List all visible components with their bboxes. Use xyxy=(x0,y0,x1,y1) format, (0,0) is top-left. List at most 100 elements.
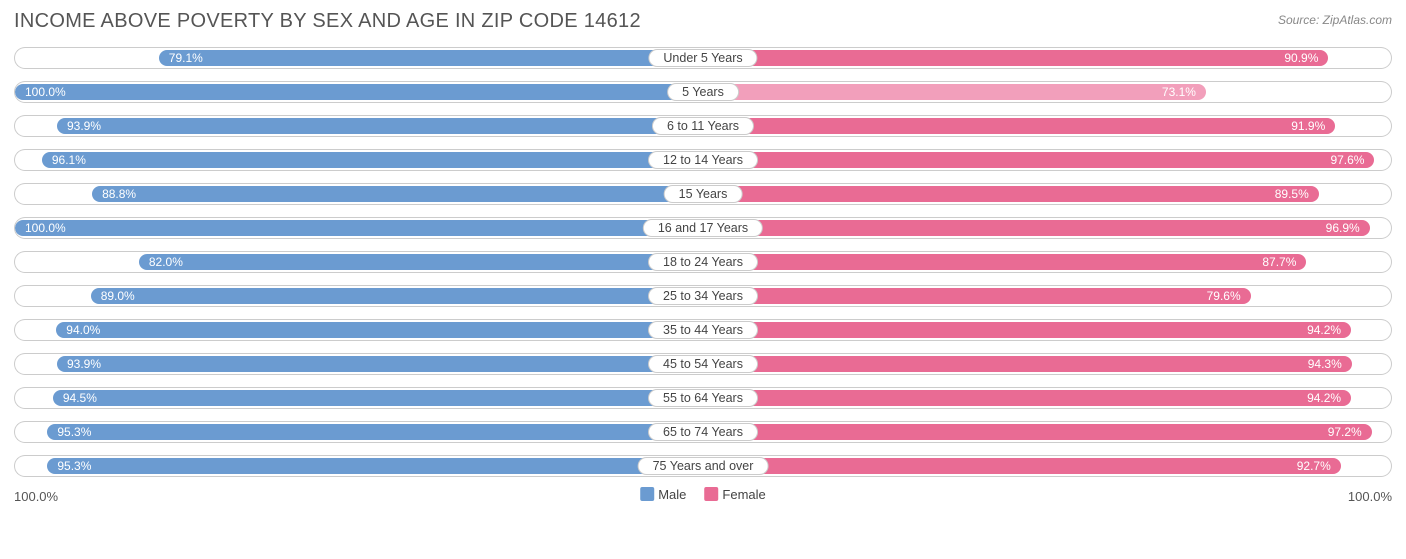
male-track: 100.0% xyxy=(14,81,703,103)
male-pct-label: 100.0% xyxy=(17,221,74,235)
legend-female-swatch xyxy=(704,487,718,501)
female-bar: 96.9% xyxy=(703,220,1370,236)
legend-male-label: Male xyxy=(658,487,686,502)
category-label: Under 5 Years xyxy=(648,49,757,67)
female-pct-label: 90.9% xyxy=(1276,51,1326,65)
male-pct-label: 100.0% xyxy=(17,85,74,99)
female-track: 94.3% xyxy=(703,353,1392,375)
female-bar: 89.5% xyxy=(703,186,1319,202)
male-pct-label: 88.8% xyxy=(94,187,144,201)
female-bar: 94.2% xyxy=(703,390,1351,406)
male-bar: 82.0% xyxy=(139,254,703,270)
male-bar: 96.1% xyxy=(42,152,703,168)
chart-row: 95.3% 92.7%75 Years and over xyxy=(14,451,1392,481)
female-bar: 97.2% xyxy=(703,424,1372,440)
diverging-bar-chart: 79.1% 90.9% Under 5 Years 100.0% 73.1%5 Year… xyxy=(14,43,1392,481)
chart-row: 94.5% 94.2% 55 to 64 Years xyxy=(14,383,1392,413)
male-track: 94.5% xyxy=(14,387,703,409)
female-bar: 94.2% xyxy=(703,322,1351,338)
category-label: 45 to 54 Years xyxy=(648,355,758,373)
chart-title: INCOME ABOVE POVERTY BY SEX AND AGE IN Z… xyxy=(14,10,641,33)
chart-footer: 100.0% Male Female 100.0% xyxy=(14,485,1392,509)
chart-row: 89.0% 79.6%25 to 34 Years xyxy=(14,281,1392,311)
category-label: 65 to 74 Years xyxy=(648,423,758,441)
male-track: 89.0% xyxy=(14,285,703,307)
male-pct-label: 95.3% xyxy=(49,459,99,473)
female-pct-label: 94.2% xyxy=(1299,391,1349,405)
female-pct-label: 97.6% xyxy=(1322,153,1372,167)
category-label: 5 Years xyxy=(667,83,739,101)
female-track: 97.2% xyxy=(703,421,1392,443)
female-track: 73.1% xyxy=(703,81,1392,103)
male-bar: 94.0% xyxy=(56,322,703,338)
male-pct-label: 93.9% xyxy=(59,119,109,133)
chart-row: 93.9% 91.9% 6 to 11 Years xyxy=(14,111,1392,141)
female-pct-label: 87.7% xyxy=(1254,255,1304,269)
chart-row: 100.0% 96.9% 16 and 17 Years xyxy=(14,213,1392,243)
female-pct-label: 97.2% xyxy=(1320,425,1370,439)
male-pct-label: 89.0% xyxy=(93,289,143,303)
female-track: 87.7% xyxy=(703,251,1392,273)
female-pct-label: 94.2% xyxy=(1299,323,1349,337)
female-pct-label: 89.5% xyxy=(1267,187,1317,201)
category-label: 15 Years xyxy=(664,185,743,203)
female-track: 97.6% xyxy=(703,149,1392,171)
male-pct-label: 94.0% xyxy=(58,323,108,337)
female-pct-label: 96.9% xyxy=(1318,221,1368,235)
category-label: 25 to 34 Years xyxy=(648,287,758,305)
chart-row: 88.8% 89.5% 15 Years xyxy=(14,179,1392,209)
female-track: 79.6% xyxy=(703,285,1392,307)
chart-row: 82.0%87.7%18 to 24 Years xyxy=(14,247,1392,277)
axis-right-label: 100.0% xyxy=(1348,489,1392,504)
male-bar: 89.0% xyxy=(91,288,703,304)
male-bar: 79.1% xyxy=(159,50,703,66)
female-bar: 87.7% xyxy=(703,254,1306,270)
legend-female-label: Female xyxy=(722,487,765,502)
male-bar: 88.8% xyxy=(92,186,703,202)
male-pct-label: 93.9% xyxy=(59,357,109,371)
category-label: 75 Years and over xyxy=(638,457,769,475)
female-pct-label: 91.9% xyxy=(1283,119,1333,133)
male-track: 94.0% xyxy=(14,319,703,341)
male-bar: 93.9% xyxy=(57,356,703,372)
male-track: 95.3% xyxy=(14,421,703,443)
male-pct-label: 95.3% xyxy=(49,425,99,439)
male-track: 79.1% xyxy=(14,47,703,69)
female-track: 89.5% xyxy=(703,183,1392,205)
male-track: 96.1% xyxy=(14,149,703,171)
female-bar: 90.9% xyxy=(703,50,1328,66)
category-label: 35 to 44 Years xyxy=(648,321,758,339)
category-label: 12 to 14 Years xyxy=(648,151,758,169)
female-bar: 79.6% xyxy=(703,288,1251,304)
female-bar: 97.6% xyxy=(703,152,1374,168)
chart-row: 95.3% 97.2% 65 to 74 Years xyxy=(14,417,1392,447)
female-track: 91.9% xyxy=(703,115,1392,137)
female-track: 94.2% xyxy=(703,387,1392,409)
male-bar: 93.9% xyxy=(57,118,703,134)
male-pct-label: 94.5% xyxy=(55,391,105,405)
female-bar: 92.7% xyxy=(703,458,1341,474)
legend-male: Male xyxy=(640,487,686,502)
male-pct-label: 96.1% xyxy=(44,153,94,167)
male-track: 88.8% xyxy=(14,183,703,205)
legend: Male Female xyxy=(640,487,766,502)
male-pct-label: 79.1% xyxy=(161,51,211,65)
male-track: 100.0% xyxy=(14,217,703,239)
female-track: 94.2% xyxy=(703,319,1392,341)
male-track: 95.3% xyxy=(14,455,703,477)
female-track: 96.9% xyxy=(703,217,1392,239)
female-track: 92.7% xyxy=(703,455,1392,477)
male-track: 93.9% xyxy=(14,353,703,375)
category-label: 16 and 17 Years xyxy=(643,219,763,237)
female-track: 90.9% xyxy=(703,47,1392,69)
male-bar: 100.0% xyxy=(15,84,703,100)
female-bar: 91.9% xyxy=(703,118,1335,134)
source-attribution: Source: ZipAtlas.com xyxy=(1278,10,1392,27)
male-bar: 95.3% xyxy=(47,424,703,440)
category-label: 6 to 11 Years xyxy=(652,117,754,135)
category-label: 55 to 64 Years xyxy=(648,389,758,407)
chart-row: 79.1% 90.9% Under 5 Years xyxy=(14,43,1392,73)
legend-male-swatch xyxy=(640,487,654,501)
male-bar: 95.3% xyxy=(47,458,703,474)
male-pct-label: 82.0% xyxy=(141,255,191,269)
